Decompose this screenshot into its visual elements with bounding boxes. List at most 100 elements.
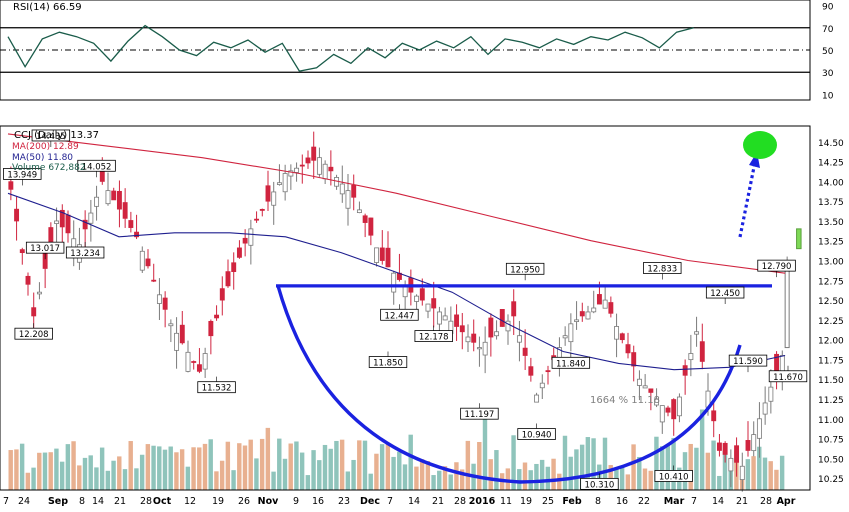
volume-bar [237,443,242,490]
x-tick-label: 25 [542,496,554,507]
candle-body [168,323,174,327]
volume-bar [288,443,293,490]
candle-body [636,378,642,386]
x-tick-label: 19 [212,496,224,507]
candle-body [196,364,202,372]
volume-bar [111,460,116,490]
volume-bar [162,449,168,490]
volume-bar [671,437,676,490]
x-tick-label: 21 [432,496,444,507]
candle-body [19,249,25,254]
annotation-label: 14.435 [36,132,66,142]
candle-body [345,190,351,209]
x-tick-label: Sep [48,496,68,507]
volume-bar [208,439,213,490]
candle-body [356,209,362,214]
volume-bar [688,443,693,490]
annotation-label: 12.950 [510,265,540,275]
candle-body [431,298,437,309]
volume-bar [37,452,42,490]
candle-body [579,311,585,317]
candle-body [522,347,528,356]
candle-body [482,341,488,356]
volume-bar [717,475,722,490]
annotation-label: 11.590 [733,357,763,367]
volume-bar [77,465,82,490]
volume-bar [19,443,25,490]
volume-bar [31,467,36,490]
candle-body [282,173,288,193]
price-tick-label: 10.50 [818,455,844,465]
volume-bar [779,455,785,490]
x-tick-label: 9 [293,496,299,507]
candle-body [734,445,740,463]
candle-body [568,323,574,343]
candle-body [191,361,197,363]
volume-bar [122,469,128,490]
volume-bar [277,438,282,490]
candle-body [391,272,397,293]
volume-bar [202,443,208,490]
annotations: 14.435 13.949 14.052 13.017 13.234 12.208 11.5… [3,129,808,490]
volume-bar [751,456,756,490]
candle-body [654,398,660,406]
price-tick-label: 10.25 [818,475,844,485]
candle-body [208,320,214,337]
volume-bar [385,443,391,490]
price-tick-label: 13.25 [818,238,844,248]
legend-ma50: MA(50) 11.80 [12,153,73,163]
volume-bar [459,469,465,490]
volume-bar [591,438,596,490]
volume-bar [494,450,499,490]
volume-bar [659,446,665,490]
volume-bar [179,449,185,490]
candle-body [276,182,282,185]
overlay-text: 1664 % 11.18 [590,395,660,406]
volume-bar [545,466,551,490]
volume-bar [539,459,545,490]
candle-body [31,307,37,317]
volume-bar [631,444,636,490]
candle-body [248,228,254,246]
candle-body [751,434,757,452]
candle-body [585,311,591,320]
x-tick-label: 28 [454,496,466,507]
candle-body [231,262,237,272]
volume-bar [322,444,328,490]
volume-bar [168,446,173,490]
annotation-label: 10.410 [659,472,689,482]
price-tick-label: 12.25 [818,317,844,327]
price-tick-label: 13.50 [818,218,844,228]
annotation-label: 11.670 [773,373,803,383]
volume-bar [654,436,659,490]
candle-body [648,388,654,393]
candle-body [471,333,477,343]
candle-body [505,320,511,332]
candle-body [762,402,768,415]
candle-body [619,333,625,341]
target-marker [743,131,777,159]
x-tick-label: 22 [638,496,650,507]
candle-body [219,288,225,301]
candle-body [294,167,300,173]
volume-bar [579,444,585,490]
x-tick-label: 7 [691,496,697,507]
candle-body [88,212,94,224]
rsi-tick-label: 10 [822,91,834,101]
ma200-line [7,133,786,274]
annotation-label: 12.790 [762,262,792,272]
volume-bar [562,435,568,490]
candle-body [608,302,614,314]
annotation-label: 11.532 [202,384,232,394]
candle-body [271,191,277,206]
x-tick-label: 8 [595,496,601,507]
candle-body [454,314,460,327]
x-tick-label: 23 [338,496,350,507]
candle-body [374,247,380,263]
legend-ma200: MA(200) 12.89 [12,142,79,152]
x-tick-label: Oct [153,496,172,507]
volume-bar [328,448,333,490]
volume-bar [465,440,471,490]
candle-body [225,271,231,287]
price-tick-label: 14.00 [818,178,844,188]
